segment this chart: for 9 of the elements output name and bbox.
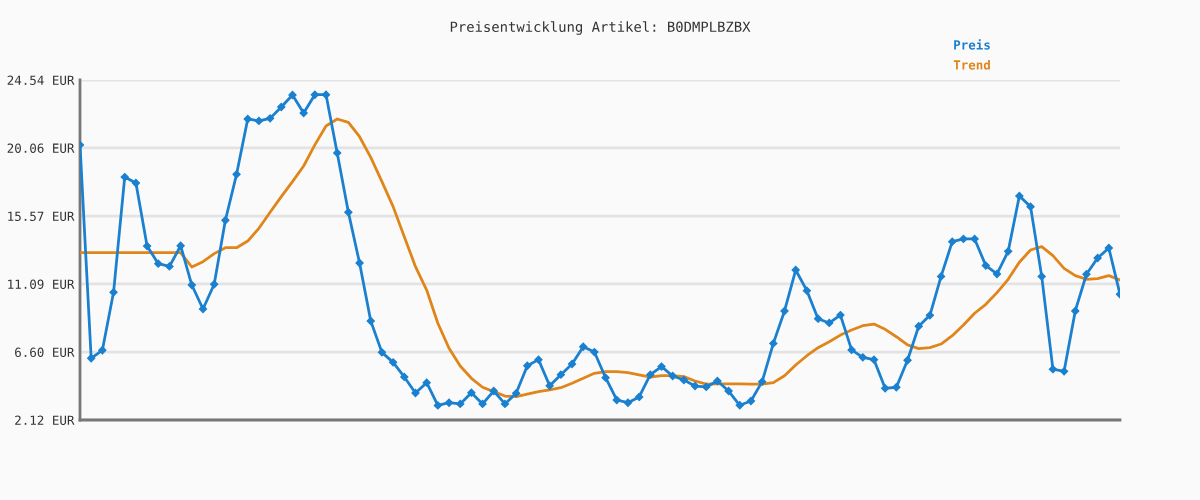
y-tick-label: 20.06 EUR [7, 143, 75, 153]
y-tick-label: 11.09 EUR [8, 279, 75, 289]
text: Preis [954, 39, 990, 50]
y-tick-label: 2.12 EUR [15, 415, 75, 425]
text: Trend [953, 59, 990, 70]
y-tick-label: 15.57 EUR [8, 211, 75, 221]
y-tick-label: 24.54 EUR [7, 75, 75, 85]
chart-title: Preisentwicklung Artikel: B0DMPLBZBX [450, 21, 751, 35]
y-tick-label: 6.60 EUR [15, 347, 75, 358]
